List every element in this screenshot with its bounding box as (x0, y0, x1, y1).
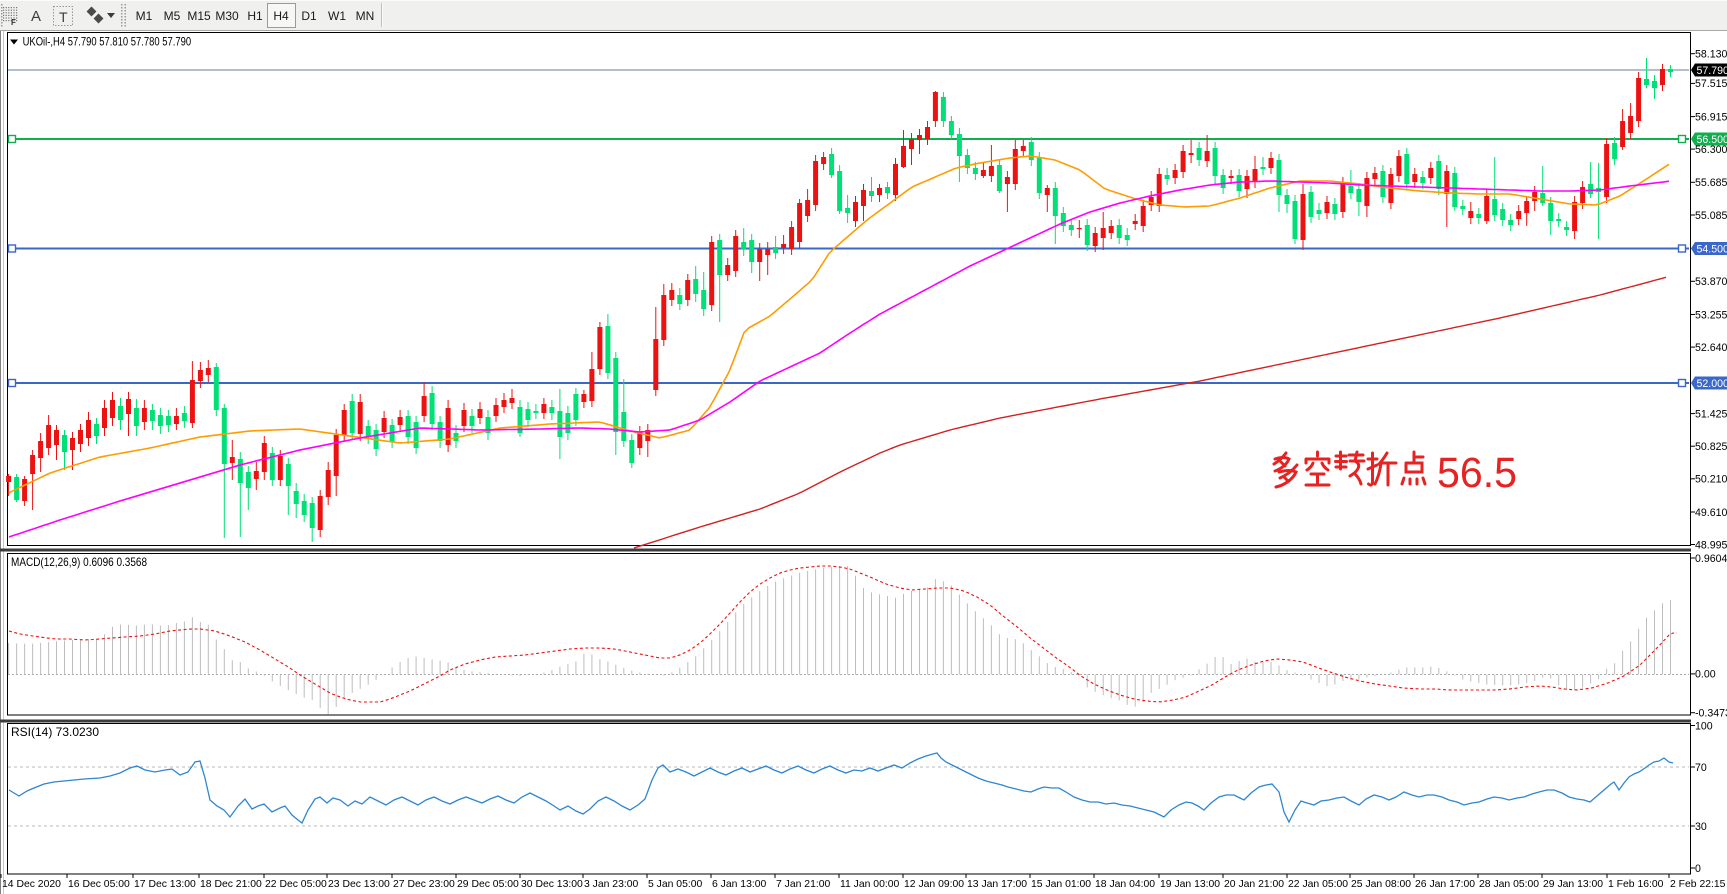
svg-text:0: 0 (1695, 863, 1701, 875)
svg-text:57.515: 57.515 (1695, 78, 1727, 90)
svg-text:70: 70 (1695, 762, 1707, 774)
svg-text:50.825: 50.825 (1695, 441, 1727, 453)
svg-text:-0.3473: -0.3473 (1695, 708, 1727, 720)
svg-text:0.00: 0.00 (1695, 669, 1716, 681)
svg-text:22 Dec 05:00: 22 Dec 05:00 (265, 879, 327, 890)
svg-text:A: A (31, 8, 41, 25)
svg-text:51.425: 51.425 (1695, 408, 1727, 420)
svg-text:52.640: 52.640 (1695, 342, 1727, 354)
svg-text:F: F (11, 18, 16, 27)
svg-text:M5: M5 (164, 9, 181, 23)
svg-text:56.915: 56.915 (1695, 111, 1727, 123)
svg-text:0.9604: 0.9604 (1695, 553, 1727, 565)
svg-text:27 Dec 23:00: 27 Dec 23:00 (393, 879, 455, 890)
svg-text:56.500: 56.500 (1697, 134, 1727, 146)
svg-text:19 Jan 13:00: 19 Jan 13:00 (1160, 879, 1220, 890)
svg-text:48.995: 48.995 (1695, 539, 1727, 551)
svg-text:55.085: 55.085 (1695, 210, 1727, 222)
svg-text:MACD(12,26,9) 0.6096 0.3568: MACD(12,26,9) 0.6096 0.3568 (11, 555, 147, 569)
svg-text:H1: H1 (247, 9, 263, 23)
svg-text:53.870: 53.870 (1695, 276, 1727, 288)
svg-text:49.610: 49.610 (1695, 507, 1727, 519)
svg-text:53.255: 53.255 (1695, 309, 1727, 321)
svg-text:18 Dec 21:00: 18 Dec 21:00 (200, 879, 262, 890)
svg-text:1 Feb 16:00: 1 Feb 16:00 (1608, 879, 1664, 890)
svg-text:D1: D1 (301, 9, 317, 23)
svg-text:30 Dec 13:00: 30 Dec 13:00 (521, 879, 583, 890)
svg-text:54.500: 54.500 (1697, 243, 1727, 255)
svg-text:55.685: 55.685 (1695, 177, 1727, 189)
svg-text:15 Jan 01:00: 15 Jan 01:00 (1031, 879, 1091, 890)
svg-text:UKOil-,H4 57.790 57.810 57.78: UKOil-,H4 57.790 57.810 57.780 57.790 (23, 35, 192, 49)
svg-text:58.130: 58.130 (1695, 49, 1727, 61)
svg-text:18 Jan 04:00: 18 Jan 04:00 (1095, 879, 1155, 890)
svg-text:29 Dec 05:00: 29 Dec 05:00 (457, 879, 519, 890)
svg-text:M15: M15 (187, 9, 211, 23)
svg-text:26 Jan 17:00: 26 Jan 17:00 (1415, 879, 1475, 890)
svg-text:6 Jan 13:00: 6 Jan 13:00 (712, 879, 767, 890)
svg-text:25 Jan 08:00: 25 Jan 08:00 (1351, 879, 1411, 890)
svg-text:5 Jan 05:00: 5 Jan 05:00 (648, 879, 703, 890)
svg-text:20 Jan 21:00: 20 Jan 21:00 (1224, 879, 1284, 890)
svg-text:28 Jan 05:00: 28 Jan 05:00 (1479, 879, 1539, 890)
svg-text:12 Jan 09:00: 12 Jan 09:00 (904, 879, 964, 890)
svg-text:RSI(14) 73.0230: RSI(14) 73.0230 (11, 725, 99, 739)
svg-text:W1: W1 (328, 9, 346, 23)
svg-text:52.000: 52.000 (1697, 378, 1727, 390)
svg-text:M1: M1 (136, 9, 153, 23)
svg-text:3 Jan 23:00: 3 Jan 23:00 (584, 879, 639, 890)
svg-text:11 Jan 00:00: 11 Jan 00:00 (840, 879, 900, 890)
svg-text:56.5: 56.5 (1437, 449, 1517, 497)
svg-text:MN: MN (356, 9, 375, 23)
svg-text:100: 100 (1695, 720, 1713, 732)
svg-text:30: 30 (1695, 821, 1707, 833)
svg-text:13 Jan 17:00: 13 Jan 17:00 (967, 879, 1027, 890)
svg-text:7 Jan 21:00: 7 Jan 21:00 (776, 879, 831, 890)
svg-text:17 Dec 13:00: 17 Dec 13:00 (134, 879, 196, 890)
svg-text:M30: M30 (215, 9, 239, 23)
svg-text:22 Jan 05:00: 22 Jan 05:00 (1288, 879, 1348, 890)
svg-text:16 Dec 05:00: 16 Dec 05:00 (68, 879, 130, 890)
svg-text:H4: H4 (273, 9, 289, 23)
svg-text:2 Feb 22:15: 2 Feb 22:15 (1670, 879, 1726, 890)
svg-text:23 Dec 13:00: 23 Dec 13:00 (328, 879, 390, 890)
svg-text:14 Dec 2020: 14 Dec 2020 (2, 879, 61, 890)
svg-text:57.790: 57.790 (1697, 65, 1727, 77)
svg-text:56.300: 56.300 (1695, 144, 1727, 156)
svg-text:50.210: 50.210 (1695, 474, 1727, 486)
svg-text:29 Jan 13:00: 29 Jan 13:00 (1543, 879, 1603, 890)
svg-text:T: T (59, 9, 68, 25)
